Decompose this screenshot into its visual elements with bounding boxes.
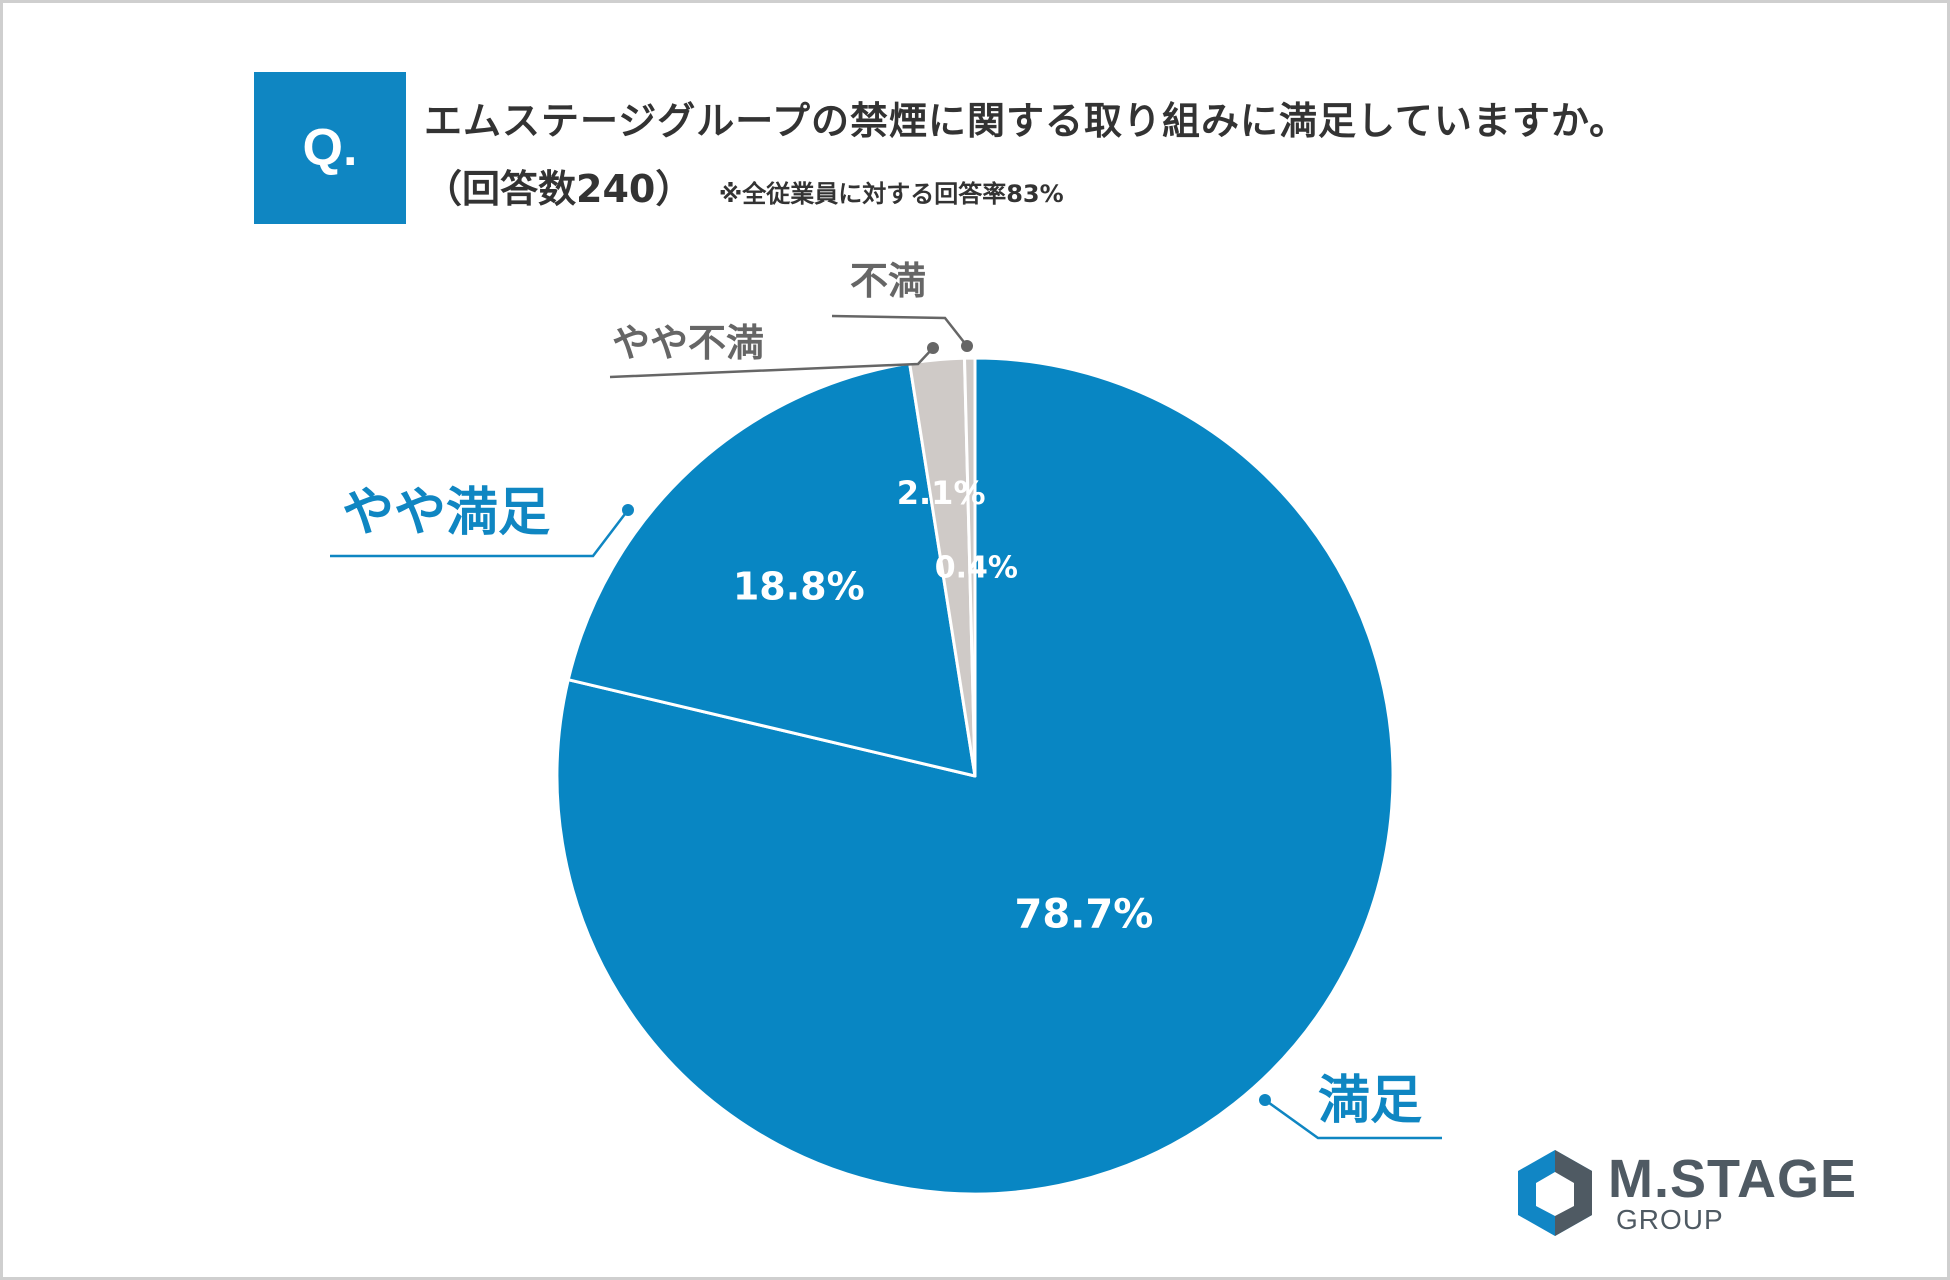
value-label-4: 0.4% xyxy=(935,551,1018,586)
leader-line-3 xyxy=(609,347,934,379)
pie-slice-4 xyxy=(962,356,977,778)
value-label-2: 18.8% xyxy=(733,564,865,608)
pie-slice-2 xyxy=(566,361,977,778)
question-badge: Q. xyxy=(254,72,406,224)
question-subtitle: （回答数240） ※全従業員に対する回答率83% xyxy=(424,158,1064,213)
company-logo: M.STAGE GROUP xyxy=(1510,1148,1890,1238)
leader-line-1 xyxy=(1264,1098,1442,1140)
category-label-4: 不満 xyxy=(850,259,926,303)
response-count: （回答数240） xyxy=(424,167,694,211)
category-label-1: 満足 xyxy=(1318,1071,1422,1131)
category-label-3: やや不満 xyxy=(612,321,764,365)
leader-line-4 xyxy=(831,314,968,347)
question-badge-label: Q. xyxy=(302,119,358,177)
leader-line-2 xyxy=(330,509,629,558)
question-title: エムステージグループの禁煙に関する取り組みに満足していますか。 xyxy=(424,99,1629,143)
value-label-3: 2.1% xyxy=(897,474,986,512)
response-rate-note: ※全従業員に対する回答率83% xyxy=(718,180,1064,208)
logo-mark-icon xyxy=(1518,1150,1592,1236)
logo-subtitle: GROUP xyxy=(1616,1204,1724,1235)
value-label-1: 78.7% xyxy=(1015,892,1154,938)
logo-name: M.STAGE xyxy=(1608,1149,1857,1209)
category-label-2: やや満足 xyxy=(342,483,550,543)
